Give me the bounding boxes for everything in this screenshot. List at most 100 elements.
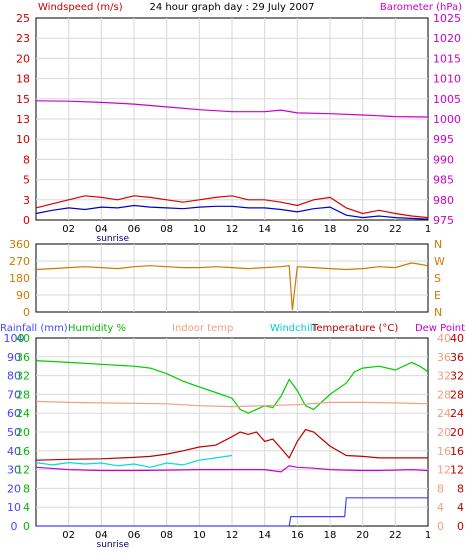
temp-x-tick: 22	[389, 530, 402, 541]
indoor-y-tick: 0	[437, 520, 444, 533]
rain-y-tick: 50	[7, 426, 21, 439]
wind-x-tick: 02	[62, 224, 75, 235]
indoor-line	[35, 400, 429, 408]
temp-y-tick: 16	[450, 445, 464, 458]
wind-line	[35, 195, 429, 219]
baro-y-tick: 975	[433, 214, 454, 227]
humidity-legend: Humidity %	[68, 323, 126, 334]
temp-x-tick: 14	[258, 530, 271, 541]
temp-y-tick: 36	[450, 351, 464, 364]
temp-x-tick: 06	[128, 530, 141, 541]
rain-line	[36, 497, 428, 527]
temp-y-tick: 4	[457, 501, 464, 514]
rain-y-tick: 100	[4, 332, 25, 345]
wind-y-tick: 20	[16, 52, 30, 65]
wind-x-tick: 22	[389, 224, 402, 235]
temp-y-tick: 24	[450, 407, 464, 420]
indoor-y-tick: 20	[437, 426, 451, 439]
humidity-y-tick: 32	[16, 370, 30, 383]
temp-x-tick: 12	[226, 530, 239, 541]
dir-y-tick: 180	[9, 272, 30, 285]
dew-line	[35, 465, 429, 473]
wind-y-tick: 3	[23, 194, 30, 207]
rain-y-tick: 40	[7, 445, 21, 458]
dir-compass-tick: N	[434, 306, 442, 319]
humidity-line	[35, 360, 429, 414]
baro-y-tick: 985	[433, 174, 454, 187]
wind-x-tick: 06	[128, 224, 141, 235]
wind-x-tick: 16	[291, 224, 304, 235]
humidity-y-tick: 24	[16, 407, 30, 420]
rain-y-tick: 80	[7, 370, 21, 383]
windchill-line	[35, 454, 233, 468]
rain-y-tick: 90	[7, 351, 21, 364]
rain-y-tick: 60	[7, 407, 21, 420]
baro-y-tick: 980	[433, 194, 454, 207]
humidity-y-tick: 40	[16, 332, 30, 345]
dir-compass-tick: E	[434, 289, 441, 302]
temp-y-tick: 40	[450, 332, 464, 345]
temperature-legend: Temperature (°C)	[311, 323, 398, 334]
wind-y-tick: 18	[16, 73, 30, 86]
gust-line	[35, 204, 429, 220]
wind-y-tick: 15	[16, 93, 30, 106]
wind-y-tick: 0	[23, 214, 30, 227]
humidity-y-tick: 16	[16, 445, 30, 458]
wind-y-tick: 25	[16, 12, 30, 25]
humidity-y-tick: 20	[16, 426, 30, 439]
temp-x-tick: 16	[291, 530, 304, 541]
humidity-y-tick: 36	[16, 351, 30, 364]
temp-y-tick: 12	[450, 464, 464, 477]
temp-x-tick: 04	[95, 530, 108, 541]
temp-x-tick: 08	[160, 530, 173, 541]
dewpoint-legend: Dew Point	[415, 323, 465, 334]
sunrise-label-top: sunrise	[97, 234, 130, 244]
indoor-y-tick: 24	[437, 407, 451, 420]
indoor-y-tick: 8	[437, 482, 444, 495]
rain-y-tick: 0	[11, 520, 18, 533]
wind-x-tick: 1	[425, 224, 431, 235]
baro-y-tick: 1015	[433, 52, 461, 65]
rain-y-tick: 10	[7, 501, 21, 514]
baro-y-tick: 990	[433, 153, 454, 166]
barometer-axis-label: Barometer (hPa)	[380, 2, 462, 13]
wind-y-tick: 10	[16, 133, 30, 146]
indoor-y-tick: 40	[437, 332, 451, 345]
wind-y-tick: 8	[23, 153, 30, 166]
temp-y-tick: 20	[450, 426, 464, 439]
wind-x-tick: 10	[193, 224, 206, 235]
indoor-y-tick: 16	[437, 445, 451, 458]
wind-y-tick: 13	[16, 113, 30, 126]
temp-x-tick: 10	[193, 530, 206, 541]
baro-y-tick: 1010	[433, 73, 461, 86]
humidity-y-tick: 28	[16, 388, 30, 401]
humidity-y-tick: 12	[16, 464, 30, 477]
indoor-y-tick: 36	[437, 351, 451, 364]
wind-x-tick: 18	[324, 224, 337, 235]
windspeed-axis-label: Windspeed (m/s)	[38, 2, 123, 13]
windchill-legend: Windchill	[270, 323, 315, 334]
humidity-y-tick: 8	[23, 482, 30, 495]
dir-compass-tick: W	[434, 255, 445, 268]
temp-x-tick: 18	[324, 530, 337, 541]
dir-y-tick: 90	[16, 289, 30, 302]
dir-y-tick: 0	[23, 306, 30, 319]
indoor-y-tick: 12	[437, 464, 451, 477]
temp-line	[35, 428, 428, 461]
dir-y-tick: 270	[9, 255, 30, 268]
baro-y-tick: 1000	[433, 113, 461, 126]
temp-y-tick: 28	[450, 388, 464, 401]
humidity-y-tick: 0	[23, 520, 30, 533]
baro-y-tick: 1020	[433, 32, 461, 45]
wind-x-tick: 12	[226, 224, 239, 235]
baro-line	[35, 100, 429, 118]
chart-title: 24 hour graph day : 29 July 2007	[149, 2, 314, 13]
wind-x-tick: 04	[95, 224, 108, 235]
temp-x-tick: 02	[62, 530, 75, 541]
wind-y-tick: 5	[23, 174, 30, 187]
rain-y-tick: 70	[7, 388, 21, 401]
baro-y-tick: 1005	[433, 93, 461, 106]
temp-x-tick: 20	[356, 530, 369, 541]
